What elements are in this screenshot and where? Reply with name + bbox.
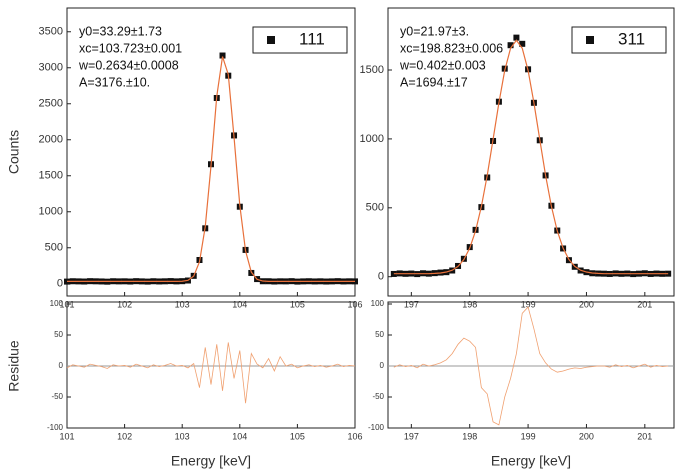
y-tick-label: 100 — [50, 299, 64, 308]
x-tick-label: 105 — [290, 431, 305, 441]
y-tick-label: 100 — [371, 299, 385, 308]
data-point — [219, 52, 226, 59]
y-tick-label: -50 — [372, 392, 384, 401]
plot-frame — [66, 301, 356, 429]
x-tick-label: 198 — [462, 299, 477, 309]
fit-annotation: y0=33.29±1.73 — [79, 24, 162, 38]
y-tick-label: 1000 — [39, 206, 63, 218]
x-tick-label: 197 — [404, 299, 419, 309]
series-line — [393, 39, 669, 275]
y-tick-label: 3000 — [39, 62, 63, 74]
series-line — [66, 342, 356, 404]
fit-annotation: A=1694.±17 — [400, 75, 468, 89]
legend-marker — [586, 36, 594, 44]
x-tick-label: 104 — [232, 431, 247, 441]
x-axis-label: Energy [keV] — [171, 453, 251, 469]
x-tick-label: 197 — [404, 431, 419, 441]
x-tick-label: 199 — [521, 431, 536, 441]
y-tick-label: 1500 — [360, 64, 384, 76]
y-tick-label: 0 — [59, 361, 64, 370]
fit-annotation: xc=103.723±0.001 — [79, 41, 182, 55]
y-tick-label: 1000 — [360, 133, 384, 145]
x-tick-label: 106 — [347, 431, 362, 441]
x-tick-label: 104 — [232, 299, 247, 309]
y-tick-label: -100 — [368, 423, 385, 432]
x-axis-label: Energy [keV] — [491, 453, 571, 469]
series-line — [67, 56, 355, 282]
x-tick-label: 102 — [117, 299, 132, 309]
data-point — [507, 42, 514, 49]
y-tick-label: 500 — [366, 202, 384, 214]
data-point — [519, 40, 526, 47]
x-tick-label: 201 — [637, 431, 652, 441]
legend-marker — [267, 36, 275, 44]
fit-annotation: w=0.2634±0.0008 — [78, 58, 179, 72]
y-tick-label: -50 — [51, 392, 63, 401]
y-tick-label: -100 — [47, 423, 64, 432]
y-tick-label: 3500 — [39, 26, 63, 38]
series-line — [393, 306, 669, 426]
x-tick-label: 199 — [521, 299, 536, 309]
y-tick-label: 50 — [54, 330, 63, 339]
x-tick-label: 105 — [290, 299, 305, 309]
y-tick-label: 500 — [45, 242, 63, 254]
y-tick-label: 1500 — [39, 170, 63, 182]
y-axis-label: Residue — [6, 340, 22, 392]
x-tick-label: 200 — [579, 431, 594, 441]
y-tick-label: 0 — [380, 361, 385, 370]
y-axis-label: Counts — [6, 130, 22, 174]
legend-label: 111 — [299, 29, 325, 48]
x-tick-label: 198 — [462, 431, 477, 441]
data-point — [665, 270, 672, 277]
plot-frame — [387, 7, 675, 297]
legend-label: 311 — [618, 29, 645, 48]
x-tick-label: 201 — [637, 299, 652, 309]
plot-frame — [66, 7, 356, 297]
data-point — [390, 270, 397, 277]
fit-annotation: xc=198.823±0.006 — [400, 41, 503, 55]
y-tick-label: 2000 — [39, 134, 63, 146]
x-tick-label: 101 — [59, 431, 74, 441]
y-tick-label: 50 — [375, 330, 384, 339]
y-tick-label: 2500 — [39, 98, 63, 110]
plot-frame — [387, 301, 675, 429]
x-tick-label: 103 — [175, 299, 190, 309]
x-tick-label: 103 — [175, 431, 190, 441]
fit-annotation: w=0.402±0.003 — [399, 58, 486, 72]
y-tick-label: 0 — [378, 271, 384, 283]
fit-annotation: y0=21.97±3. — [400, 24, 469, 38]
data-point — [513, 34, 520, 41]
y-tick-label: 0 — [57, 278, 63, 290]
x-tick-label: 102 — [117, 431, 132, 441]
x-tick-label: 200 — [579, 299, 594, 309]
fit-annotation: A=3176.±10. — [79, 75, 150, 89]
